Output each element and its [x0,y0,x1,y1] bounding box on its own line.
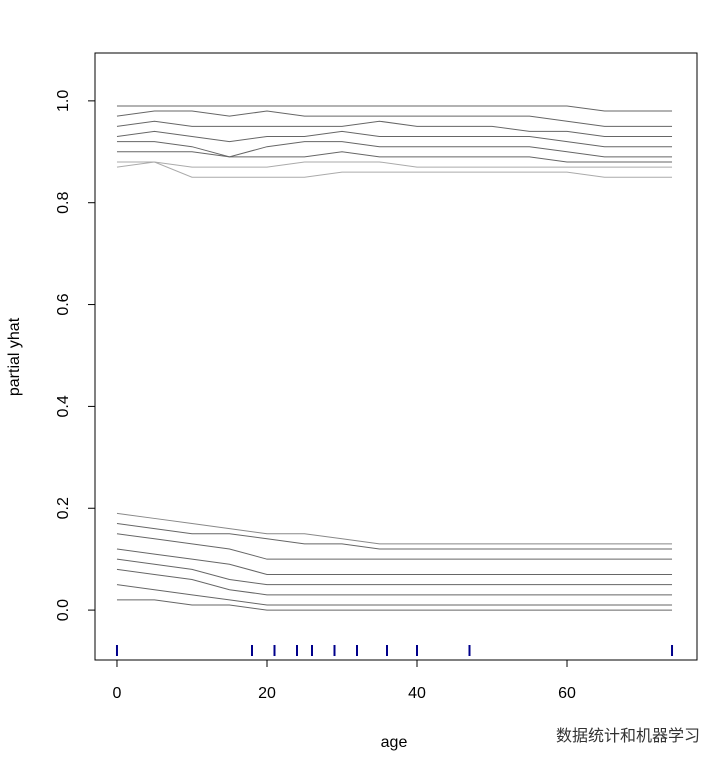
y-axis-label: partial yhat [6,317,23,396]
watermark: 数据统计和机器学习 [556,727,700,745]
ice-line [116,548,673,575]
y-tick-label: 0.6 [55,293,72,315]
y-tick-label: 0.4 [55,395,72,417]
x-tick-label: 40 [408,685,426,702]
x-axis-label: age [381,734,408,751]
y-tick-label: 0.2 [55,497,72,519]
y-tick-label: 1.0 [55,90,72,112]
ice-line [116,584,673,606]
y-tick-label: 0.8 [55,191,72,213]
ice-line [116,130,673,148]
ice-line [116,120,673,138]
ice-line [116,161,673,168]
ice-line [116,512,673,545]
ice-line [116,533,673,560]
ice-line [116,599,673,611]
ice-line [116,151,673,163]
ice-line [116,105,673,112]
ice-line [116,161,673,178]
x-tick-label: 20 [258,685,276,702]
ice-line [116,523,673,550]
ice-line [116,568,673,596]
ice-line [116,141,673,158]
x-tick-label: 60 [558,685,576,702]
x-tick-label: 0 [113,685,122,702]
plot-frame [94,52,698,661]
ice-line [116,558,673,586]
y-tick-label: 0.0 [55,599,72,621]
ice-line [116,110,673,127]
